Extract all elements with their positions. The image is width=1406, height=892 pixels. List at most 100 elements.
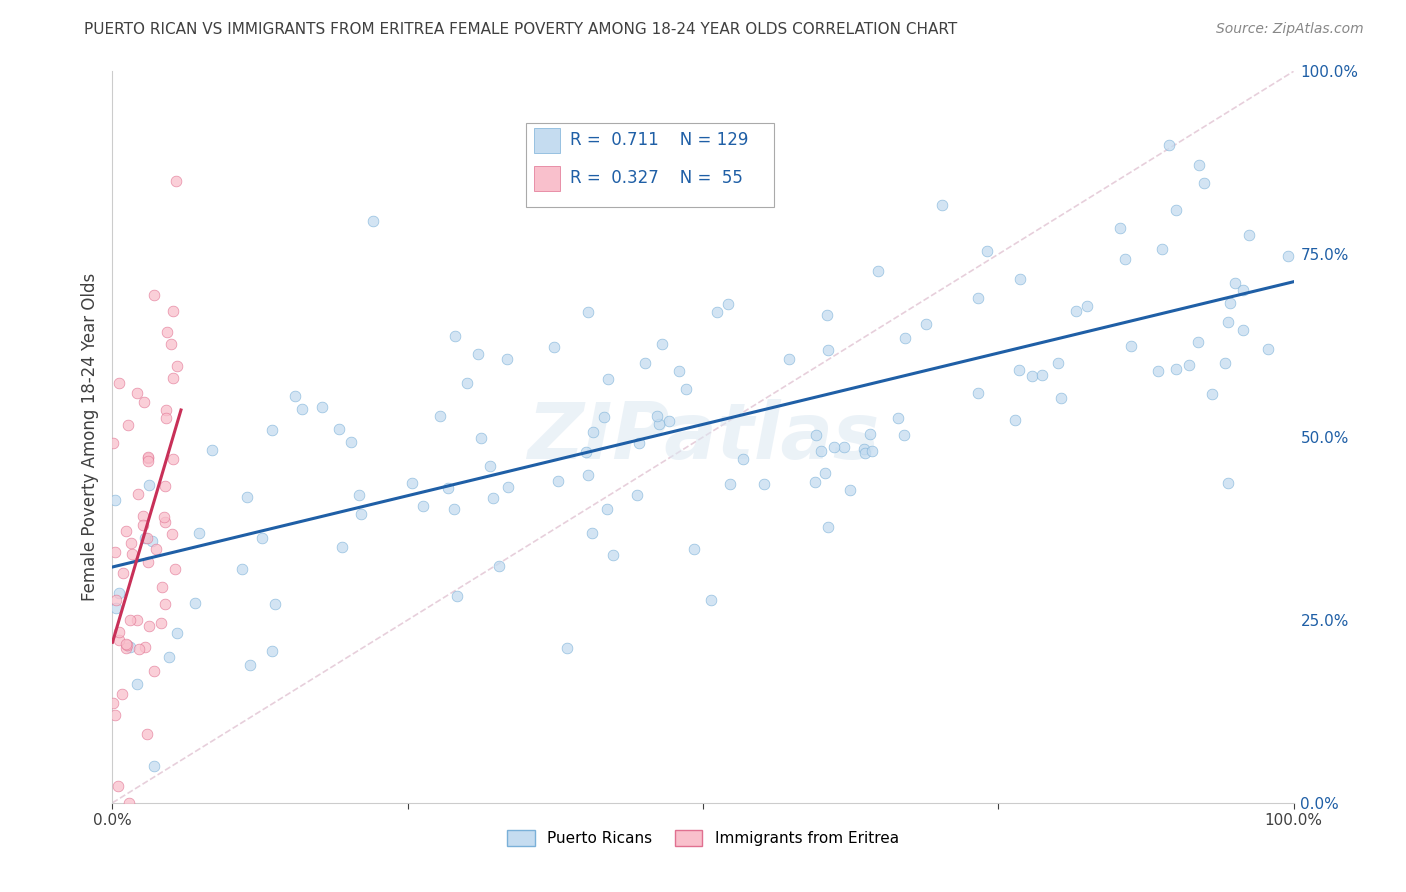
Point [1188,157,1211,171]
Point [104,493,127,508]
Point [332,540,354,554]
Point [444,328,467,343]
Point [118,640,141,655]
Point [162,303,184,318]
Point [350,507,373,521]
Point [1219,296,1241,310]
Point [804,428,827,442]
Point [814,467,837,481]
Point [1114,252,1136,266]
Point [832,440,855,454]
Point [107,633,129,648]
Point [1021,368,1043,383]
Point [683,541,706,556]
Point [283,389,305,403]
Text: ZIPatlas: ZIPatlas [527,399,879,475]
Point [443,501,465,516]
Point [263,598,285,612]
Point [104,593,127,607]
Point [815,308,838,322]
Point [634,356,657,370]
Point [1239,227,1261,242]
Point [446,589,468,603]
Point [118,613,141,627]
Point [118,796,141,810]
Point [915,318,938,332]
Point [101,696,124,710]
Point [1166,362,1188,376]
Point [557,641,579,656]
Point [166,625,188,640]
Point [153,515,176,529]
Text: R =  0.711    N = 129: R = 0.711 N = 129 [569,131,748,149]
Point [1257,343,1279,357]
Point [328,421,350,435]
Point [547,475,569,489]
Point [648,417,671,431]
Point [104,708,127,723]
FancyBboxPatch shape [526,122,773,207]
Point [576,468,599,483]
Point [668,364,690,378]
Text: Source: ZipAtlas.com: Source: ZipAtlas.com [1216,22,1364,37]
Text: R =  0.327    N =  55: R = 0.327 N = 55 [569,169,742,187]
Point [235,490,257,504]
Point [115,636,138,650]
Point [482,491,505,505]
Point [966,292,988,306]
Point [262,643,284,657]
Point [107,625,129,640]
Point [1008,363,1031,377]
Point [201,442,224,457]
Point [152,580,174,594]
Point [155,479,177,493]
FancyBboxPatch shape [534,128,560,153]
Point [125,385,148,400]
Point [817,519,839,533]
Point [1147,364,1170,378]
Point [576,305,599,319]
Point [1192,177,1215,191]
Point [543,341,565,355]
Point [1216,475,1239,490]
Point [138,478,160,492]
Point [401,475,423,490]
Point [127,487,149,501]
Point [155,597,177,611]
Point [136,453,159,467]
Point [651,337,673,351]
Point [188,526,211,541]
Point [125,613,148,627]
Point [111,687,134,701]
Point [347,488,370,502]
Point [1187,334,1209,349]
Point [804,475,827,490]
Point [1004,412,1026,426]
Point [160,336,183,351]
Point [700,593,723,607]
Point [107,780,129,794]
Point [817,343,839,357]
Point [160,526,183,541]
Point [839,483,862,498]
Point [478,458,501,473]
Point [1150,242,1173,256]
Point [706,305,728,319]
Point [155,411,177,425]
Point [717,297,740,311]
Point [467,347,489,361]
Point [117,417,139,432]
Point [495,352,517,367]
Point [581,525,603,540]
Point [852,442,875,457]
Point [626,488,648,502]
Point [593,410,616,425]
Point [134,531,156,545]
Y-axis label: Female Poverty Among 18-24 Year Olds: Female Poverty Among 18-24 Year Olds [80,273,98,601]
Point [143,664,166,678]
Point [596,502,619,516]
Point [1164,202,1187,217]
Point [291,402,314,417]
Point [887,411,910,425]
Point [115,640,138,655]
